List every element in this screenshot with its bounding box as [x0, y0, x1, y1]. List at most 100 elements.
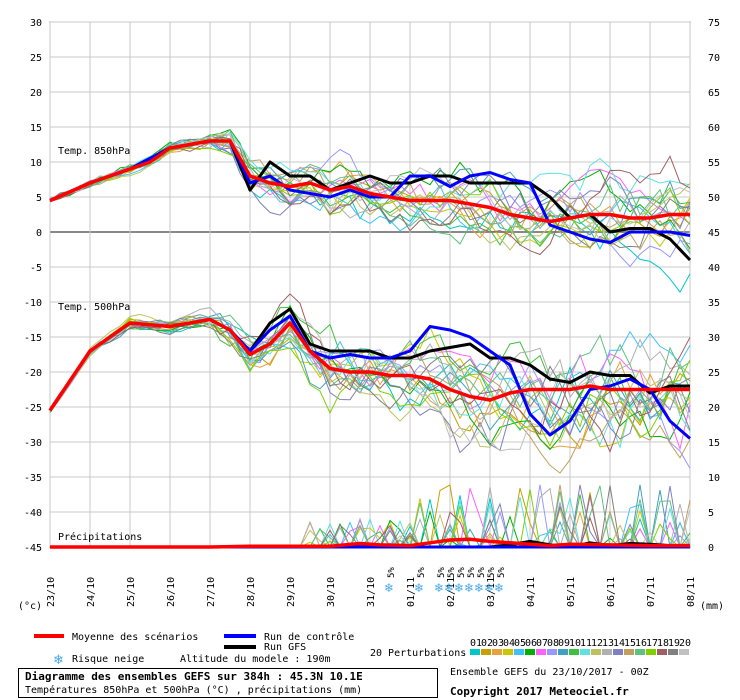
y-tick-label-left: -20	[24, 368, 42, 379]
legend-mean-label: Moyenne des scénarios	[72, 631, 198, 643]
x-tick-label: 23/10	[46, 577, 57, 607]
snow-percent-label: 5%	[477, 567, 487, 578]
panel-label-t850: Temp. 850hPa	[58, 146, 130, 157]
left-axis-unit: (°c)	[18, 601, 42, 612]
snow-percent-label: 5%	[457, 567, 467, 578]
perturbation-swatch	[591, 649, 601, 655]
x-tick-label: 06/11	[606, 577, 617, 607]
legend-perturbations-label: 20 Perturbations	[370, 648, 466, 659]
x-tick-label: 01/11	[406, 577, 417, 607]
perturbation-number: 19	[668, 638, 680, 649]
legend-gfs-label: Run GFS	[264, 642, 306, 653]
perturbation-number: 09	[558, 638, 570, 649]
y-tick-label-left: -15	[24, 333, 42, 344]
snowflake-icon: ❄	[464, 581, 474, 595]
perturbation-number: 02	[481, 638, 493, 649]
perturbation-number: 01	[470, 638, 482, 649]
x-tick-label: 27/10	[206, 577, 217, 607]
footer-ensemble-run: Ensemble GEFS du 23/10/2017 - 00Z	[450, 667, 649, 678]
perturbation-swatch	[470, 649, 480, 655]
perturbation-swatch	[503, 649, 513, 655]
perturbation-swatch	[657, 649, 667, 655]
y-tick-label-right: 75	[708, 18, 720, 29]
y-tick-label-left: -10	[24, 298, 42, 309]
legend-altitude: Altitude du modele : 190m	[180, 654, 331, 665]
y-tick-label-left: 5	[36, 193, 42, 204]
snow-percent-label: 5%	[437, 567, 447, 578]
y-tick-label-right: 20	[708, 403, 720, 414]
snowflake-icon: ❄	[484, 581, 494, 595]
y-tick-label-left: -40	[24, 508, 42, 519]
legend: Moyenne des scénarios Run de contrôle Ru…	[34, 631, 691, 668]
perturbation-number: 15	[624, 638, 636, 649]
snowflake-icon: ❄	[384, 581, 394, 595]
footer-subtitle: Températures 850hPa et 500hPa (°C) , pré…	[25, 685, 363, 696]
y-tick-label-right: 30	[708, 333, 720, 344]
perturbation-number: 05	[514, 638, 526, 649]
x-tick-label: 08/11	[686, 577, 697, 607]
perturbation-number: 13	[602, 638, 614, 649]
snowflake-icon: ❄	[53, 653, 64, 668]
snow-percent-label: 5%	[417, 567, 427, 578]
y-tick-label-left: 10	[30, 158, 42, 169]
y-tick-label-left: -5	[30, 263, 42, 274]
x-tick-label: 28/10	[246, 577, 257, 607]
snowflake-icon: ❄	[474, 581, 484, 595]
perturbation-number: 11	[580, 638, 592, 649]
perturbation-number: 16	[635, 638, 647, 649]
y-tick-label-left: -30	[24, 438, 42, 449]
snowflake-icon: ❄	[454, 581, 464, 595]
series-line-precip	[50, 537, 690, 549]
snow-percent-label: 5%	[497, 567, 507, 578]
y-tick-label-right: 45	[708, 228, 720, 239]
perturbation-number: 12	[591, 638, 603, 649]
x-tick-label: 26/10	[166, 577, 177, 607]
y-tick-label-right: 15	[708, 438, 720, 449]
perturbation-number: 17	[646, 638, 658, 649]
panel-label-t500: Temp. 500hPa	[58, 302, 130, 313]
perturbation-swatch	[492, 649, 502, 655]
snow-percent-label: 5%	[387, 567, 397, 578]
snowflake-icon: ❄	[494, 581, 504, 595]
y-tick-label-left: -35	[24, 473, 42, 484]
perturbation-swatch	[580, 649, 590, 655]
snow-risk-markers: ❄5%❄5%❄5%❄5%❄5%❄5%❄5%❄5%❄5%	[384, 567, 507, 595]
perturbation-number: 08	[547, 638, 559, 649]
right-axis-unit: (mm)	[700, 601, 724, 612]
y-tick-label-right: 25	[708, 368, 720, 379]
x-tick-label: 25/10	[126, 577, 137, 607]
y-tick-label-right: 55	[708, 158, 720, 169]
main-series-lines	[48, 139, 692, 549]
y-tick-label-right: 60	[708, 123, 720, 134]
x-tick-label: 30/10	[326, 577, 337, 607]
snow-percent-label: 5%	[467, 567, 477, 578]
perturbation-swatch	[514, 649, 524, 655]
perturbation-line	[49, 314, 691, 413]
perturbation-swatch	[547, 649, 557, 655]
perturbation-number: 07	[536, 638, 548, 649]
perturbation-number: 04	[503, 638, 515, 649]
perturbation-number: 20	[679, 638, 691, 649]
perturbation-number: 10	[569, 638, 581, 649]
y-tick-label-right: 10	[708, 473, 720, 484]
x-tick-label: 24/10	[86, 577, 97, 607]
perturbation-swatch	[558, 649, 568, 655]
snow-percent-label: 5%	[487, 567, 497, 578]
perturbation-number: 03	[492, 638, 504, 649]
snow-percent-label: 5%	[447, 567, 457, 578]
y-tick-label-right: 5	[708, 508, 714, 519]
x-tick-label: 05/11	[566, 577, 577, 607]
footer-title: Diagramme des ensembles GEFS sur 384h : …	[25, 670, 363, 683]
perturbation-number: 06	[525, 638, 537, 649]
legend-snow-label: Risque neige	[72, 654, 144, 665]
perturbation-swatch	[613, 649, 623, 655]
snowflake-icon: ❄	[444, 581, 454, 595]
x-tick-label: 31/10	[366, 577, 377, 607]
y-tick-label-left: 25	[30, 53, 42, 64]
perturbation-swatch	[602, 649, 612, 655]
y-tick-label-right: 70	[708, 53, 720, 64]
y-tick-label-left: 15	[30, 123, 42, 134]
footer-title-box: Diagramme des ensembles GEFS sur 384h : …	[18, 668, 438, 698]
y-tick-label-right: 35	[708, 298, 720, 309]
